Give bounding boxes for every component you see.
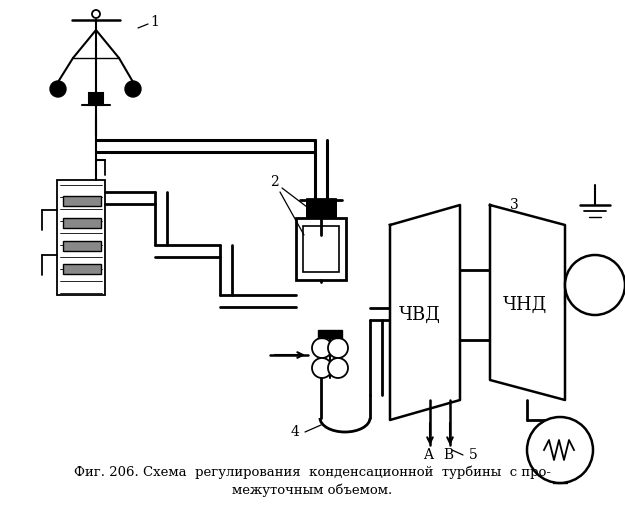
Circle shape: [328, 358, 348, 378]
Bar: [307, 199, 335, 217]
Circle shape: [312, 338, 332, 358]
Text: ЧНД: ЧНД: [503, 296, 547, 314]
Circle shape: [312, 358, 332, 378]
Circle shape: [50, 81, 66, 97]
Bar: [63, 218, 101, 228]
Text: 2: 2: [269, 175, 278, 189]
Polygon shape: [318, 330, 342, 338]
Text: Фиг. 206. Схема  регулирования  конденсационной  турбины  с про-: Фиг. 206. Схема регулирования конденсаци…: [74, 465, 551, 479]
Bar: [296, 218, 346, 280]
Bar: [63, 196, 101, 206]
Text: В: В: [443, 448, 453, 462]
Polygon shape: [490, 205, 565, 400]
Text: 5: 5: [469, 448, 478, 462]
Text: 4: 4: [291, 425, 299, 439]
Circle shape: [92, 10, 100, 18]
Bar: [303, 226, 339, 272]
Circle shape: [565, 255, 625, 315]
Bar: [89, 93, 103, 105]
Bar: [63, 241, 101, 251]
Circle shape: [125, 81, 141, 97]
Circle shape: [328, 338, 348, 358]
Text: 3: 3: [510, 198, 519, 212]
Bar: [57, 180, 105, 295]
Polygon shape: [390, 205, 460, 420]
Text: межуточным объемом.: межуточным объемом.: [232, 483, 392, 497]
Circle shape: [527, 417, 593, 483]
Text: A: A: [423, 448, 433, 462]
Text: ЧВД: ЧВД: [399, 306, 441, 324]
Text: 1: 1: [150, 15, 159, 29]
Bar: [63, 264, 101, 274]
